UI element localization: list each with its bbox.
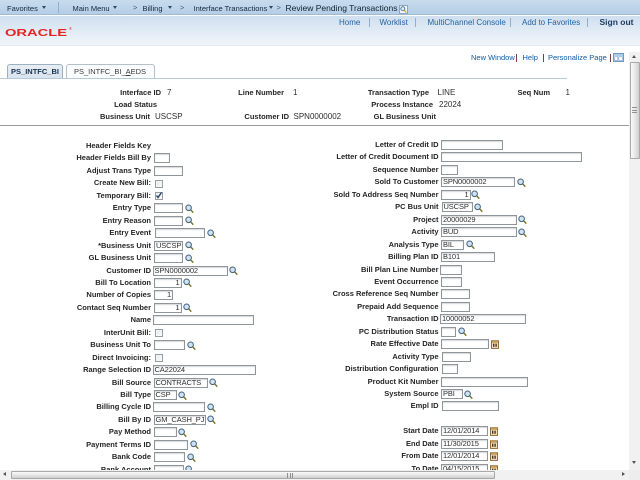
svg-text:®: ® [69, 26, 72, 31]
svg-text:ORACLE: ORACLE [5, 27, 67, 38]
